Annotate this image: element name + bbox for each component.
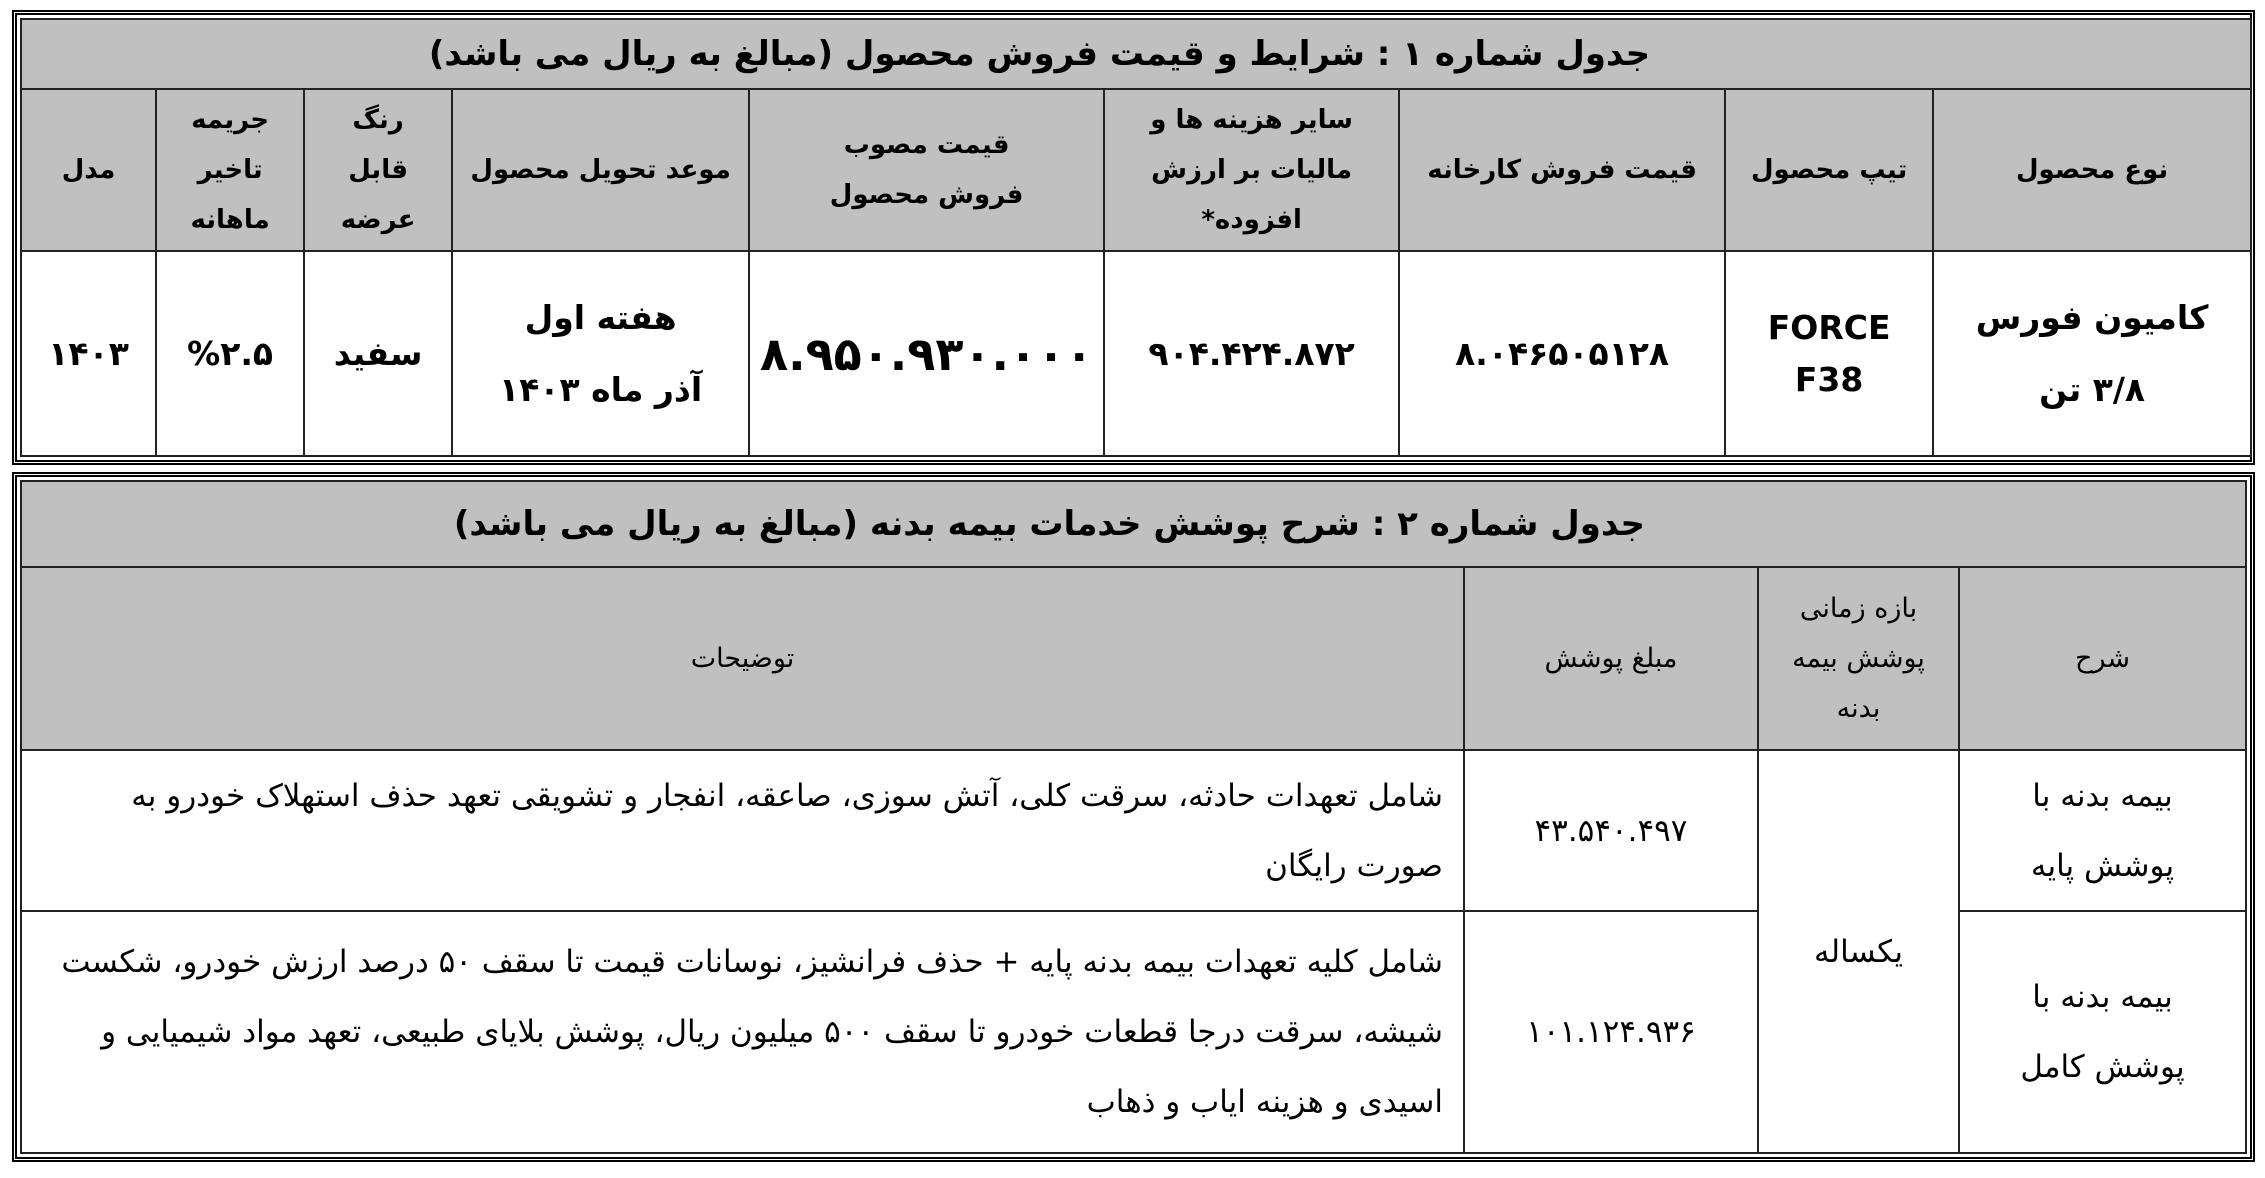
product-type-cell: کامیون فورس ۳/۸ تن: [1932, 250, 2253, 457]
header-product-trim: تیپ محصول: [1724, 88, 1935, 252]
insurance-table-frame: جدول شماره ۲ : شرح پوشش خدمات بیمه بدنه …: [12, 472, 2255, 1162]
factory-price-cell: ۸.۰۴۶۵۰۵۱۲۸: [1398, 250, 1727, 457]
table1-title: جدول شماره ۱ : شرایط و قیمت فروش محصول (…: [19, 18, 2253, 90]
header-other-costs: سایر هزینه ها و مالیات بر ارزش افزوده*: [1103, 88, 1401, 252]
header-penalty: جریمه تاخیر ماهانه: [155, 88, 306, 252]
delivery-line1: هفته اول: [524, 297, 677, 337]
product-type-line1: کامیون فورس: [1975, 297, 2209, 337]
product-trim-line1: FORCE: [1767, 307, 1891, 347]
other-costs-cell: ۹۰۴.۴۲۴.۸۷۲: [1103, 250, 1401, 457]
description-cell: بیمه بدنه با پوشش پایه: [1958, 749, 2247, 912]
header-approved-price: قیمت مصوب فروش محصول: [748, 88, 1106, 252]
sales-conditions-table-frame: جدول شماره ۱ : شرایط و قیمت فروش محصول (…: [12, 10, 2255, 465]
product-trim-cell: FORCE F38: [1724, 250, 1935, 457]
description-cell: بیمه بدنه با پوشش کامل: [1958, 910, 2247, 1154]
product-trim-line2: F38: [1794, 359, 1864, 399]
details-cell: شامل کلیه تعهدات بیمه بدنه پایه + حذف فر…: [20, 910, 1465, 1154]
insurance-table: جدول شماره ۲ : شرح پوشش خدمات بیمه بدنه …: [20, 480, 2247, 1154]
header-coverage-period: بازه زمانی پوشش بیمه بدنه: [1757, 566, 1960, 751]
table-row: بیمه بدنه با پوشش کامل ۱۰۱.۱۲۴.۹۳۶ شامل …: [20, 910, 2247, 1154]
header-coverage-amount: مبلغ پوشش: [1463, 566, 1759, 751]
header-color: رنگ قابل عرضه: [303, 88, 454, 252]
coverage-period-cell: یکساله: [1757, 749, 1960, 1154]
table-row: بیمه بدنه با پوشش پایه یکساله ۴۳.۵۴۰.۴۹۷…: [20, 749, 2247, 1154]
table-row: کامیون فورس ۳/۸ تن FORCE F38 ۸.۰۴۶۵۰۵۱۲۸ ۹…: [19, 250, 2253, 457]
product-type-line2: ۳/۸ تن: [2039, 369, 2146, 409]
delivery-line2: آذر ماه ۱۴۰۳: [499, 369, 703, 409]
header-factory-price: قیمت فروش کارخانه: [1398, 88, 1727, 252]
approved-price-cell: ۸.۹۵۰.۹۳۰.۰۰۰: [748, 250, 1106, 457]
delivery-date-cell: هفته اول آذر ماه ۱۴۰۳: [451, 250, 751, 457]
color-cell: سفید: [303, 250, 454, 457]
header-delivery-date: موعد تحویل محصول: [451, 88, 751, 252]
details-cell: شامل تعهدات حادثه، سرقت کلی، آتش سوزی، ص…: [20, 749, 1465, 912]
penalty-cell: %۲.۵: [155, 250, 306, 457]
coverage-amount-cell: ۴۳.۵۴۰.۴۹۷: [1463, 749, 1759, 912]
model-cell: ۱۴۰۳: [19, 250, 158, 457]
header-product-type: نوع محصول: [1932, 88, 2253, 252]
header-model: مدل: [19, 88, 158, 252]
header-details: توضیحات: [20, 566, 1465, 751]
table2-title: جدول شماره ۲ : شرح پوشش خدمات بیمه بدنه …: [20, 480, 2247, 568]
sales-conditions-table: جدول شماره ۱ : شرایط و قیمت فروش محصول (…: [19, 18, 2253, 457]
header-description: شرح: [1958, 566, 2247, 751]
coverage-amount-cell: ۱۰۱.۱۲۴.۹۳۶: [1463, 910, 1759, 1154]
